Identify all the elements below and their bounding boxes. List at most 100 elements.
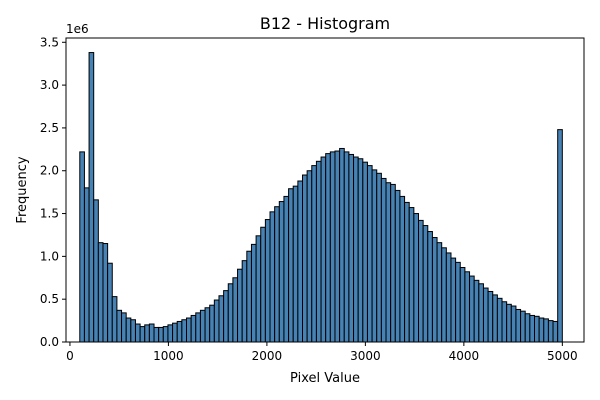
histogram-bar xyxy=(325,153,331,343)
histogram-bar xyxy=(246,250,252,343)
histogram-bar xyxy=(97,242,104,343)
histogram-bar xyxy=(450,257,457,343)
histogram-bar xyxy=(501,301,508,343)
y-axis-label: Frequency xyxy=(15,156,30,223)
y-tick-label: 3.5 xyxy=(40,35,59,49)
y-tick-label: 2.5 xyxy=(40,121,59,135)
histogram-bar xyxy=(394,189,401,343)
histogram-bar xyxy=(320,156,327,343)
x-axis-label: Pixel Value xyxy=(290,371,360,386)
y-tick-label: 2.0 xyxy=(40,164,59,178)
histogram-bar xyxy=(482,287,489,343)
histogram-bar xyxy=(366,165,373,343)
histogram-bar xyxy=(264,219,271,343)
histogram-bar xyxy=(478,283,484,343)
histogram-bar xyxy=(297,180,303,343)
histogram-bar xyxy=(371,169,378,343)
histogram-bar xyxy=(288,188,294,343)
histogram-bar xyxy=(455,261,461,343)
histogram-bar xyxy=(515,308,522,343)
histogram-bar xyxy=(543,318,549,343)
histogram-bar xyxy=(334,150,341,343)
y-tick-label: 0.5 xyxy=(40,292,59,306)
histogram-bar xyxy=(357,158,364,343)
histogram-bar xyxy=(176,320,183,343)
histogram-bar xyxy=(153,326,160,343)
histogram-bar xyxy=(278,201,285,343)
y-tick-label: 0.0 xyxy=(40,335,59,349)
chart-title: B12 - Histogram xyxy=(260,14,390,33)
histogram-bar xyxy=(329,151,336,343)
histogram-bar xyxy=(195,312,201,343)
histogram-bar xyxy=(223,290,229,343)
histogram-bar xyxy=(380,177,387,343)
histogram-bar xyxy=(431,237,438,343)
histogram-bar xyxy=(167,324,174,343)
histogram-bar xyxy=(218,295,225,343)
histogram-bar xyxy=(459,267,466,343)
histogram-bar xyxy=(404,201,410,343)
histogram-bar xyxy=(88,52,95,343)
bars-group xyxy=(79,52,563,343)
x-tick-label: 1000 xyxy=(153,349,184,363)
histogram-bar xyxy=(552,320,559,343)
histogram-bar xyxy=(209,304,215,343)
histogram-bar xyxy=(343,151,350,343)
histogram-bar xyxy=(376,172,382,343)
histogram-bar xyxy=(213,299,220,343)
histogram-bar xyxy=(510,305,517,343)
histogram-bar xyxy=(464,271,471,343)
histogram-bar xyxy=(269,211,276,343)
histogram-bar xyxy=(311,165,317,343)
histogram-bar xyxy=(520,310,526,343)
histogram-bar xyxy=(408,207,415,343)
histogram-bar xyxy=(469,275,475,343)
histogram-bar xyxy=(441,247,447,343)
histogram-bar xyxy=(255,235,262,343)
histogram-bar xyxy=(148,323,155,343)
histogram-bar xyxy=(496,297,503,343)
x-tick-label: 5000 xyxy=(547,349,578,363)
histogram-bar xyxy=(529,314,535,343)
histogram-bar xyxy=(237,268,243,343)
histogram-bar xyxy=(390,183,396,343)
histogram-bar xyxy=(232,277,239,343)
histogram-bar xyxy=(121,312,127,343)
histogram-bar xyxy=(492,294,498,343)
y-tick-label: 3.0 xyxy=(40,78,59,92)
histogram-bar xyxy=(102,243,109,343)
histogram-bar xyxy=(130,319,136,343)
histogram-bar xyxy=(385,182,392,343)
x-tick-label: 2000 xyxy=(252,349,283,363)
histogram-bar xyxy=(144,324,150,343)
histogram-bar xyxy=(353,156,359,343)
histogram-bar xyxy=(302,174,308,343)
histogram-bar xyxy=(473,279,480,343)
histogram-bar xyxy=(83,187,90,343)
histogram-bar xyxy=(181,319,188,343)
histogram-bar xyxy=(116,309,123,343)
x-tick-label: 4000 xyxy=(449,349,480,363)
histogram-bar xyxy=(315,160,322,343)
x-axis-ticks: 0 1000 2000 3000 4000 5000 xyxy=(66,342,578,363)
histogram-bar xyxy=(445,252,452,343)
y-tick-label: 1.5 xyxy=(40,207,59,221)
x-tick-label: 3000 xyxy=(350,349,381,363)
histogram-bar xyxy=(506,303,512,343)
histogram-bar xyxy=(306,170,313,343)
histogram-bar xyxy=(241,260,248,343)
histogram-bar xyxy=(250,243,257,343)
histogram-bar xyxy=(339,147,345,343)
plot-frame xyxy=(65,37,585,343)
histogram-bar xyxy=(172,322,178,343)
histogram-bar xyxy=(227,283,234,343)
histogram-bar xyxy=(557,129,563,343)
histogram-bar xyxy=(139,326,146,343)
histogram-bar xyxy=(427,231,433,343)
histogram-bar xyxy=(534,315,540,343)
histogram-bar xyxy=(93,199,99,343)
histogram-bar xyxy=(162,326,169,343)
histogram-bar xyxy=(362,161,368,343)
